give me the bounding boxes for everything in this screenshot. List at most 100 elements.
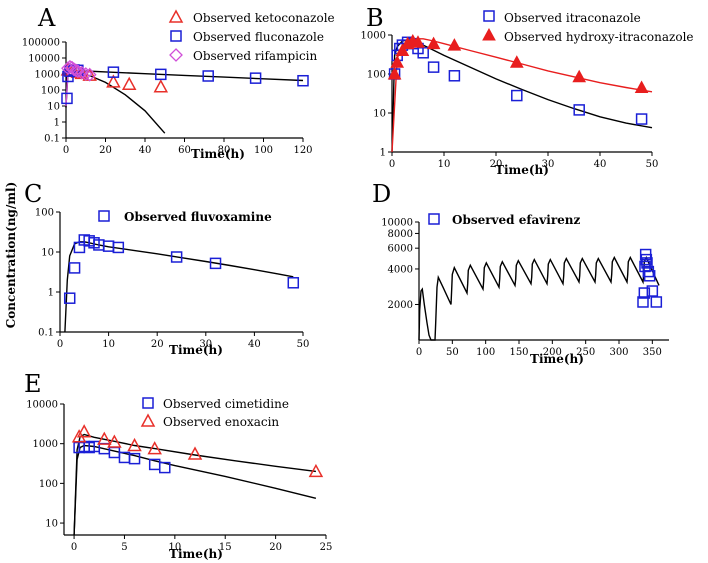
x-tick-label: 40 [594,159,607,170]
x-tick-label: 50 [297,339,310,350]
y-tick-label: 10 [47,102,60,113]
y-tick-label: 100 [367,70,386,81]
legend-hydroxy-itraconazole: Observed hydroxy-itraconazole [504,30,694,44]
data-point [637,296,649,308]
y-tick-label: 100 [35,208,54,219]
x-tick-label: 0 [57,339,63,350]
series-observed-fluconazole [61,64,309,105]
data-point [70,64,85,79]
y-tick-label: 0.1 [38,328,54,339]
legend-marker [428,213,440,225]
data-point [646,285,659,297]
data-point [127,437,142,452]
legend-fluvoxamine: Observed fluvoxamine [124,210,272,224]
x-tick-label: 20 [269,542,282,553]
y-tick-label: 1 [54,118,60,129]
data-point [426,36,441,50]
data-point [121,76,137,90]
legend-marker [169,48,183,62]
legend-marker [482,27,496,41]
panel-label-d: D [372,180,391,208]
data-point [97,431,112,445]
data-point [159,461,171,474]
x-tick-label: 0 [63,145,69,156]
data-point [638,287,651,299]
panel-a: 0 20 40 60 80 100 120 0.1 1 10 100 1000 10000 100000 [22,9,313,156]
x-tick-label: 150 [509,347,528,358]
data-point [427,61,440,73]
model-line-efavirenz-model [418,255,660,341]
y-tick-label: 10 [41,248,54,259]
panel-label-c: C [24,180,42,208]
x-tick-label: 5 [121,542,127,553]
series-observed-rifampicin [61,59,97,82]
data-point [411,35,425,48]
series-observed-efavirenz [637,248,663,308]
data-point [448,70,461,82]
x-tick-label: 10 [168,542,181,553]
x-tick-label: 30 [542,159,555,170]
x-tick-label: 60 [178,145,191,156]
data-point [76,424,92,438]
y-tick-label: 10000 [26,400,58,411]
data-point [634,80,649,94]
y-tick-label: 100000 [22,38,60,49]
x-tick-label: 100 [254,145,273,156]
data-point [650,296,663,308]
legend-marker [98,210,110,222]
data-point [511,89,523,102]
data-point [287,277,300,289]
panel-b-xlabel: Time(h) [495,163,549,177]
series-observed-itraconazole [388,36,648,125]
y-tick-label: 1 [380,148,386,159]
data-point [106,74,121,88]
data-point [63,59,77,74]
y-tick-label: 10000 [381,218,413,229]
data-point [128,452,141,465]
y-tick-label: 10 [373,109,386,120]
legend-marker [170,30,182,42]
data-point [572,69,587,83]
y-tick-label: 4000 [388,264,413,275]
data-point [82,67,97,82]
x-tick-label: 300 [609,347,628,358]
data-point [78,67,93,81]
shared-y-axis-label: Concentration(ng/ml) [4,182,18,329]
panel-c-xlabel: Time(h) [169,343,223,357]
model-line-enoxacin-model [73,433,316,536]
series-observed-enoxacin [71,424,324,478]
legend-marker [142,397,154,409]
panel-label-b: B [366,4,384,32]
y-tick-label: 0.1 [44,134,60,145]
data-point [447,38,462,51]
data-point [112,241,125,254]
x-tick-label: 120 [293,145,312,156]
y-tick-label: 10 [45,519,58,530]
data-point [63,292,76,304]
data-point [308,463,324,478]
legend-ketoconazole: Observed ketoconazole [193,11,335,25]
panel-label-a: A [37,4,56,32]
panel-d: 0 50 100 150 200 250 300 350 2000 4000 6000 8000100… [381,213,669,358]
legend-efavirenz: Observed efavirenz [452,213,581,227]
y-tick-label: 100 [39,479,58,490]
data-point [209,257,222,270]
legend-marker [168,9,184,23]
x-tick-label: 200 [543,347,562,358]
data-point [61,92,73,105]
data-point [573,104,585,116]
data-point [153,79,169,93]
data-point [202,70,214,82]
data-point [387,66,402,80]
panel-b: 0 10 20 30 40 50 1 10 100 1000 [361,10,658,170]
x-tick-label: 50 [446,347,459,358]
series-observed-hydroxy-itraconazole [387,33,649,94]
y-tick-label: 1000 [33,439,58,450]
data-point [107,66,120,78]
legend-cimetidine: Observed cimetidine [163,397,289,411]
panel-c: 0 10 20 30 40 50 0.1 1 10 100 [35,208,309,351]
data-point [395,43,410,57]
panel-e-xlabel: Time(h) [169,547,223,561]
x-tick-label: 30 [199,339,212,350]
